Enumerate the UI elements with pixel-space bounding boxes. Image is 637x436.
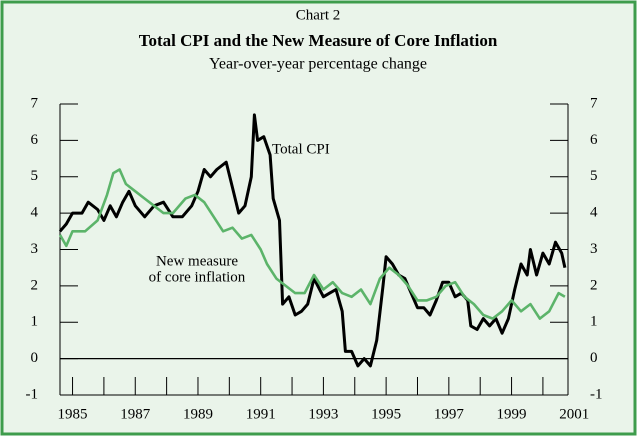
x-tick-label: 2001 bbox=[559, 406, 589, 422]
y-tick-label-right: 4 bbox=[590, 205, 598, 221]
annotation: Total CPI bbox=[272, 141, 330, 157]
y-tick-label-right: 5 bbox=[590, 168, 598, 184]
chart-subtitle: Year-over-year percentage change bbox=[209, 56, 427, 73]
chart-title: Total CPI and the New Measure of Core In… bbox=[139, 31, 498, 50]
y-tick-label-left: 5 bbox=[31, 168, 39, 184]
series-line bbox=[58, 168, 566, 320]
x-tick-label: 1985 bbox=[58, 406, 88, 422]
x-tick-label: 1999 bbox=[497, 406, 527, 422]
y-tick-label-left: 3 bbox=[31, 241, 39, 257]
annotation: of core inflation bbox=[149, 269, 246, 285]
y-tick-label-left: 6 bbox=[31, 132, 39, 148]
x-tick-label: 1995 bbox=[371, 406, 401, 422]
y-tick-label-left: 7 bbox=[31, 95, 39, 111]
x-tick-label: 1993 bbox=[308, 406, 338, 422]
chart-header: Chart 2 bbox=[296, 7, 341, 23]
y-tick-label-left: -1 bbox=[26, 386, 39, 402]
series-line bbox=[58, 113, 567, 368]
y-tick-label-left: 4 bbox=[31, 205, 39, 221]
y-tick-label-right: 6 bbox=[590, 132, 598, 148]
y-tick-label-left: 2 bbox=[31, 277, 39, 293]
y-tick-label-left: 0 bbox=[31, 350, 39, 366]
x-tick-label: 1991 bbox=[246, 406, 276, 422]
annotation: New measure bbox=[156, 253, 238, 269]
y-tick-label-left: 1 bbox=[31, 314, 39, 330]
y-tick-label-right: 7 bbox=[590, 95, 598, 111]
y-tick-label-right: 3 bbox=[590, 241, 598, 257]
x-tick-label: 1989 bbox=[183, 406, 213, 422]
y-tick-label-right: 2 bbox=[590, 277, 598, 293]
y-tick-label-right: 0 bbox=[590, 350, 598, 366]
x-tick-label: 1987 bbox=[120, 406, 151, 422]
y-tick-label-right: 1 bbox=[590, 314, 598, 330]
y-tick-label-right: -1 bbox=[590, 386, 603, 402]
x-tick-label: 1997 bbox=[434, 406, 465, 422]
